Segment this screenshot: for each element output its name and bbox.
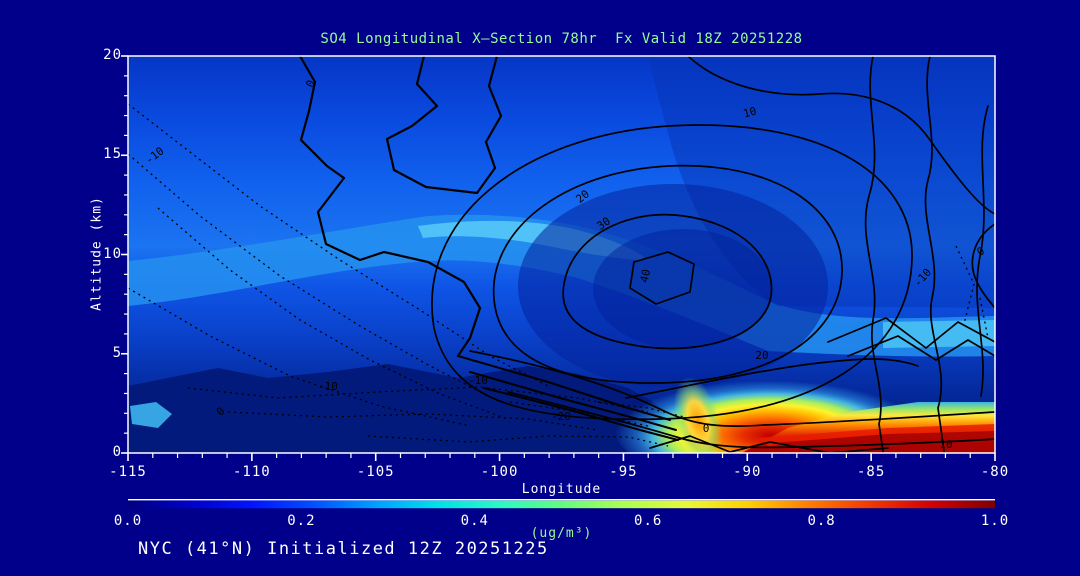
contour-label: 40 xyxy=(638,268,653,284)
contour-label: -20 xyxy=(551,410,571,423)
y-tick-label: 15 xyxy=(103,146,122,163)
x-tick-label: -80 xyxy=(980,464,1010,480)
hotspot-dark-red-core xyxy=(773,431,995,453)
x-tick-label: -100 xyxy=(480,464,519,480)
contour-label: 0 xyxy=(303,78,318,89)
dark-center-core xyxy=(593,229,773,349)
dotted-contour-lines xyxy=(128,103,989,447)
contour-label: 0 xyxy=(703,422,710,435)
x-tick-label: -95 xyxy=(609,464,638,480)
colorbar-gradient xyxy=(128,500,995,509)
y-tick-label: 0 xyxy=(112,444,122,460)
footer-annotation: NYC (41°N) Initialized 12Z 20251225 xyxy=(138,539,549,559)
contour-label: 20 xyxy=(755,349,768,362)
y-tick-label: 20 xyxy=(103,47,122,63)
solid-contour-lines xyxy=(298,56,995,453)
x-tick-label: -105 xyxy=(356,464,395,480)
contour-label: 20 xyxy=(573,187,591,205)
contour-label: 10 xyxy=(939,438,952,451)
chart-title: SO4 Longitudinal X—Section 78hr Fx Valid… xyxy=(320,31,803,47)
y-tick-label: 5 xyxy=(112,344,122,361)
colorbar-tick-label: 0.0 xyxy=(113,513,143,529)
colorbar-tick-label: 0.8 xyxy=(807,513,836,529)
colorbar-tick-label: 0.4 xyxy=(460,513,489,529)
light-patch-west xyxy=(130,402,172,428)
colorbar xyxy=(128,499,995,509)
colorbar-units-label: (ug/m³) xyxy=(530,526,593,541)
contour-label: -10 xyxy=(318,380,338,393)
colorbar-top-rule xyxy=(128,499,995,501)
x-axis-title: Longitude xyxy=(521,482,602,497)
colorbar-tick-label: 0.6 xyxy=(634,513,663,529)
axis-ticks xyxy=(121,55,996,461)
hotspot-plume xyxy=(673,377,723,453)
x-tick-label: -110 xyxy=(232,464,271,480)
x-tick-label: -90 xyxy=(733,464,762,480)
contour-label: 30 xyxy=(595,214,613,232)
x-tick-label: -115 xyxy=(109,464,147,480)
x-tick-label: -85 xyxy=(856,464,886,480)
contour-label: 10 xyxy=(742,105,758,121)
colorbar-tick-label: 1.0 xyxy=(980,513,1010,529)
dark-surface-layer xyxy=(128,364,750,453)
y-tick-label: 10 xyxy=(103,245,122,262)
colorbar-tick-label: 0.2 xyxy=(287,513,316,529)
cyan-band-core-right xyxy=(883,320,995,348)
contour-label: -10 xyxy=(468,374,488,387)
